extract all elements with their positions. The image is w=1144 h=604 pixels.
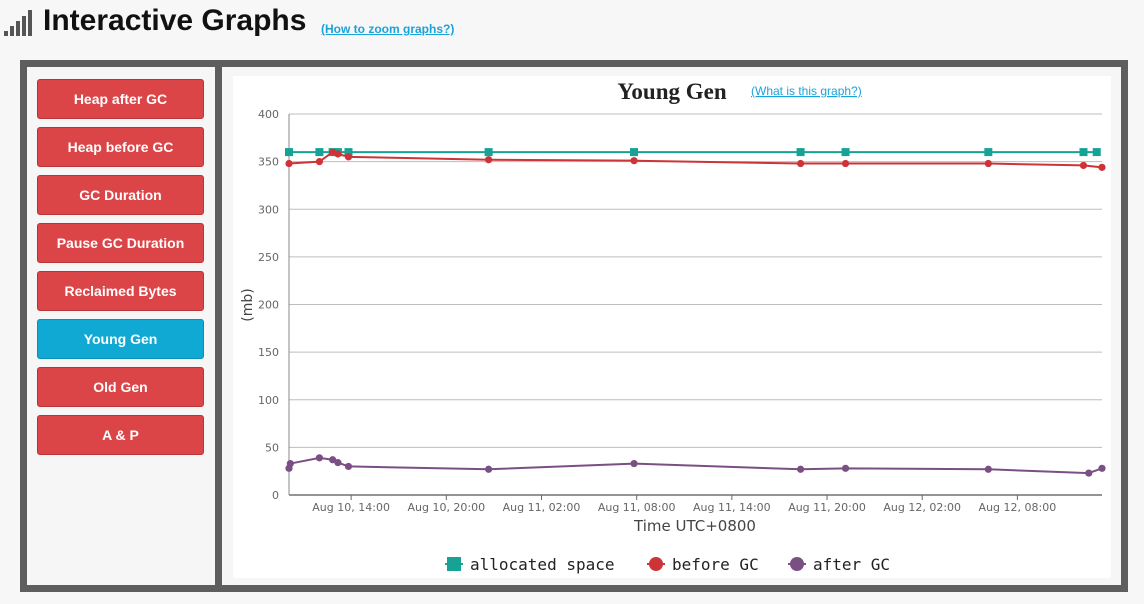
data-point[interactable]: [285, 159, 293, 168]
data-point[interactable]: [841, 464, 850, 472]
data-point[interactable]: [286, 459, 294, 468]
data-point[interactable]: [485, 465, 493, 473]
page-title: Interactive Graphs: [43, 4, 307, 37]
legend-item-allocated-space[interactable]: allocated space: [445, 555, 615, 574]
data-point[interactable]: [344, 462, 353, 471]
data-point[interactable]: [344, 148, 353, 157]
data-point[interactable]: [796, 465, 805, 473]
nav-heap-after-gc-button[interactable]: Heap after GC: [37, 79, 204, 119]
data-point[interactable]: [485, 156, 493, 164]
what-is-this-graph-link[interactable]: (What is this graph?): [751, 84, 862, 98]
data-point[interactable]: [796, 148, 805, 157]
y-tick-label: 150: [258, 346, 279, 359]
young-gen-chart[interactable]: 0 50 100 150 200 250 300 350 400 Aug 10, 14:00 Aug…: [233, 76, 1111, 578]
legend-item-after-gc[interactable]: after GC: [788, 555, 890, 574]
nav-heap-before-gc-button[interactable]: Heap before GC: [37, 127, 204, 167]
data-point[interactable]: [630, 157, 638, 165]
legend-item-before-gc[interactable]: before GC: [647, 555, 759, 574]
header: Interactive Graphs (How to zoom graphs?): [0, 0, 1144, 56]
data-point[interactable]: [484, 148, 493, 157]
series-line: [288, 150, 1103, 169]
y-axis-label: (mb): [240, 288, 256, 321]
y-tick-label: 300: [258, 203, 279, 216]
data-point[interactable]: [841, 148, 850, 157]
legend-circle-icon: [649, 557, 663, 571]
chart-card: 0 50 100 150 200 250 300 350 400 Aug 10, 14:00 Aug…: [233, 76, 1111, 578]
data-point[interactable]: [1092, 148, 1101, 157]
series-line: [288, 456, 1103, 475]
x-tick-label: Aug 11, 14:00: [693, 501, 771, 514]
y-tick-label: 400: [258, 108, 279, 121]
data-point[interactable]: [1079, 148, 1088, 157]
y-tick-label: 50: [265, 441, 279, 454]
axis-layer: 0 50 100 150 200 250 300 350 400 Aug 10, 14:00 Aug…: [258, 108, 1056, 514]
y-tick-label: 0: [272, 489, 279, 502]
data-point[interactable]: [334, 150, 342, 158]
data-point[interactable]: [984, 465, 992, 473]
x-tick-label: Aug 10, 14:00: [312, 501, 390, 514]
data-point[interactable]: [285, 148, 293, 157]
nav-pause-gc-duration-button[interactable]: Pause GC Duration: [37, 223, 204, 263]
data-point[interactable]: [796, 159, 805, 168]
data-point[interactable]: [329, 456, 337, 464]
legend-label: after GC: [813, 555, 890, 574]
data-point[interactable]: [1085, 469, 1093, 477]
legend-label: before GC: [672, 555, 759, 574]
nav-a-and-p-button[interactable]: A & P: [37, 415, 204, 455]
data-point[interactable]: [315, 148, 324, 157]
nav-gc-duration-button[interactable]: GC Duration: [37, 175, 204, 215]
nav-old-gen-button[interactable]: Old Gen: [37, 367, 204, 407]
series-layer: [285, 148, 1106, 477]
x-tick-label: Aug 12, 02:00: [883, 501, 961, 514]
x-axis-label: Time UTC+0800: [633, 517, 756, 535]
series-before-gc: [285, 148, 1106, 171]
nav-reclaimed-bytes-button[interactable]: Reclaimed Bytes: [37, 271, 204, 311]
data-point[interactable]: [334, 459, 342, 467]
nav-young-gen-button[interactable]: Young Gen: [37, 319, 204, 359]
y-tick-label: 200: [258, 299, 279, 312]
data-point[interactable]: [630, 459, 638, 468]
x-tick-label: Aug 11, 20:00: [788, 501, 866, 514]
chart-title: Young Gen: [617, 79, 726, 104]
data-point[interactable]: [630, 148, 639, 157]
data-point[interactable]: [315, 158, 324, 166]
legend-label: allocated space: [470, 555, 615, 574]
x-tick-label: Aug 11, 08:00: [598, 501, 676, 514]
x-tick-label: Aug 11, 02:00: [503, 501, 581, 514]
data-point[interactable]: [984, 148, 993, 157]
series-after-gc: [285, 454, 1106, 477]
legend: allocated space before GC after GC: [445, 555, 890, 574]
series-allocated-space: [285, 148, 1101, 157]
sidebar: Heap after GC Heap before GC GC Duration…: [27, 67, 215, 585]
signal-bars-icon: [4, 10, 36, 36]
x-tick-label: Aug 10, 20:00: [407, 501, 485, 514]
y-tick-label: 350: [258, 156, 279, 169]
data-point[interactable]: [315, 454, 324, 462]
data-point[interactable]: [1079, 161, 1088, 170]
how-to-zoom-link[interactable]: (How to zoom graphs?): [321, 22, 455, 36]
data-point[interactable]: [1098, 163, 1106, 171]
data-point[interactable]: [1098, 464, 1106, 472]
grid-layer: [289, 113, 1102, 496]
data-point[interactable]: [344, 153, 353, 161]
data-point[interactable]: [841, 159, 850, 168]
legend-square-icon: [447, 557, 461, 571]
y-tick-label: 250: [258, 251, 279, 264]
y-tick-label: 100: [258, 394, 279, 407]
x-tick-label: Aug 12, 08:00: [979, 501, 1057, 514]
data-point[interactable]: [984, 159, 992, 168]
legend-circle-icon: [790, 557, 804, 571]
